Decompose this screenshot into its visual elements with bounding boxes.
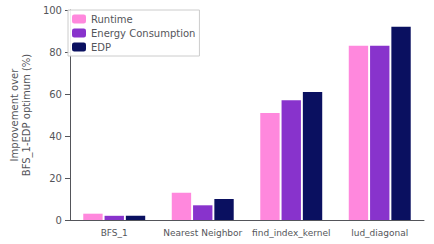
svg-text:find_index_kernel: find_index_kernel [252,228,330,238]
svg-text:Energy Consumption: Energy Consumption [91,28,195,39]
svg-text:EDP: EDP [91,42,111,53]
svg-text:Runtime: Runtime [91,14,133,25]
svg-text:Improvement over: Improvement over [9,68,20,162]
svg-text:Nearest Neighbor: Nearest Neighbor [163,228,242,238]
svg-text:100: 100 [43,5,62,16]
svg-text:BFS_1-EDP optimum (%): BFS_1-EDP optimum (%) [21,54,33,177]
svg-text:lud_diagonal: lud_diagonal [351,228,408,238]
svg-text:60: 60 [49,89,62,100]
svg-text:20: 20 [49,173,62,184]
svg-text:BFS_1: BFS_1 [101,228,128,238]
svg-text:80: 80 [49,47,62,58]
svg-text:0: 0 [56,215,62,226]
svg-text:40: 40 [49,131,62,142]
